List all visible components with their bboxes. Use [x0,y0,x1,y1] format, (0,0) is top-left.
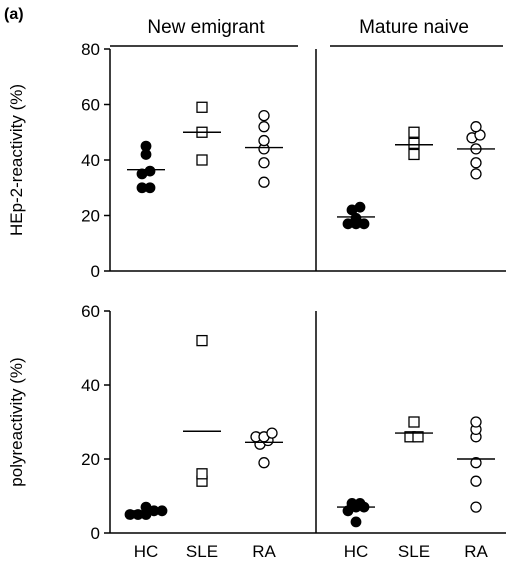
x-tick-label-new-emigrant-hc: HC [134,542,159,561]
panel1-new-emigrant-ra-point-5 [258,121,270,133]
panel1-new-emigrant-hc-point-1 [136,182,148,194]
panel1-mature-naive-ra-point-6 [470,121,482,133]
panel2-y-tick-label-40: 40 [81,376,100,395]
panel2-mature-naive-ra-point-2 [470,475,482,487]
panel1-new-emigrant-ra-point-6 [258,109,270,122]
panel1-y-tick-label-40: 40 [81,151,100,170]
panel2-y-tick-label-0: 0 [91,524,100,543]
panel2-new-emigrant-hc-point-6 [140,501,152,513]
panel2-mature-naive-hc-point-1 [350,516,362,528]
panel1-new-emigrant-ra-point-1 [258,176,270,188]
panel1-new-emigrant-ra-point-2 [258,157,270,169]
panel2-new-emigrant-ra-point-6 [266,427,278,439]
panel2-mature-naive-ra-point-1 [470,501,482,513]
panel1-y-tick-label-60: 60 [81,96,100,115]
group-header-new-emigrant: New emigrant [147,17,265,38]
panel1-y-axis-label: HEp-2-reactivity (%) [7,84,26,236]
panel1-mature-naive-sle-point-1 [408,148,420,161]
panel1-mature-naive-hc-point-3 [358,218,370,230]
panel1-mature-naive-ra-point-1 [470,168,482,180]
panel1-new-emigrant-sle-point-1 [196,154,208,166]
panel2-new-emigrant-hc-point-1 [124,509,136,520]
x-tick-label-mature-naive-sle: SLE [398,542,430,561]
panel2-mature-naive-hc-point-5 [346,498,358,509]
panel1-mature-naive-hc-point-1 [342,218,354,230]
panel2-mature-naive-ra-point-6 [470,416,482,428]
panel2-mature-naive-sle-point-2 [412,431,424,443]
panel1-mature-naive-hc-point-6 [354,201,366,213]
x-tick-label-new-emigrant-ra: RA [252,542,276,561]
panel2-y-tick-label-20: 20 [81,450,100,469]
panel2-new-emigrant-sle-point-2 [196,468,208,480]
panel2-new-emigrant-ra-point-1 [258,457,270,469]
plot-area: 0 20 40 60 80 HEp-2-reactivity (%) 0 20 40 60 poly… [7,40,506,561]
panel1-new-emigrant-hc-point-2 [144,182,156,194]
panel1-mature-naive-sle-point-2 [408,137,420,150]
panel1-new-emigrant-hc-point-5 [140,149,152,160]
group-header-mature-naive: Mature naive [359,17,469,38]
panel2-new-emigrant-sle-point-3 [196,334,208,347]
panel1-new-emigrant-hc-point-4 [144,165,156,177]
x-tick-label-new-emigrant-sle: SLE [186,542,218,561]
panel2-mature-naive-sle-point-3 [408,416,420,428]
panel1-y-tick-label-20: 20 [81,207,100,226]
x-tick-label-mature-naive-ra: RA [464,542,488,561]
panel2-y-axis-label: polyreactivity (%) [7,357,26,486]
panel2-mature-naive-hc-point-6 [354,498,366,509]
x-tick-label-mature-naive-hc: HC [344,542,369,561]
panel1-new-emigrant-ra-point-4 [258,134,270,147]
panel2-y-tick-label-60: 60 [81,302,100,321]
panel1-y-tick-label-80: 80 [81,40,100,59]
panel1-y-tick-label-0: 0 [91,262,100,281]
panel1-mature-naive-hc-point-4 [350,212,362,224]
panel2-new-emigrant-hc-point-2 [132,509,144,520]
panel1-new-emigrant-sle-point-3 [196,101,208,113]
panel2-mature-naive-ra-point-3 [470,457,482,469]
panel1-mature-naive-sle-point-3 [408,126,420,138]
panel-label: (a) [4,6,24,23]
panel1-new-emigrant-hc-point-6 [140,140,152,152]
panel1-mature-naive-ra-point-2 [470,157,482,169]
